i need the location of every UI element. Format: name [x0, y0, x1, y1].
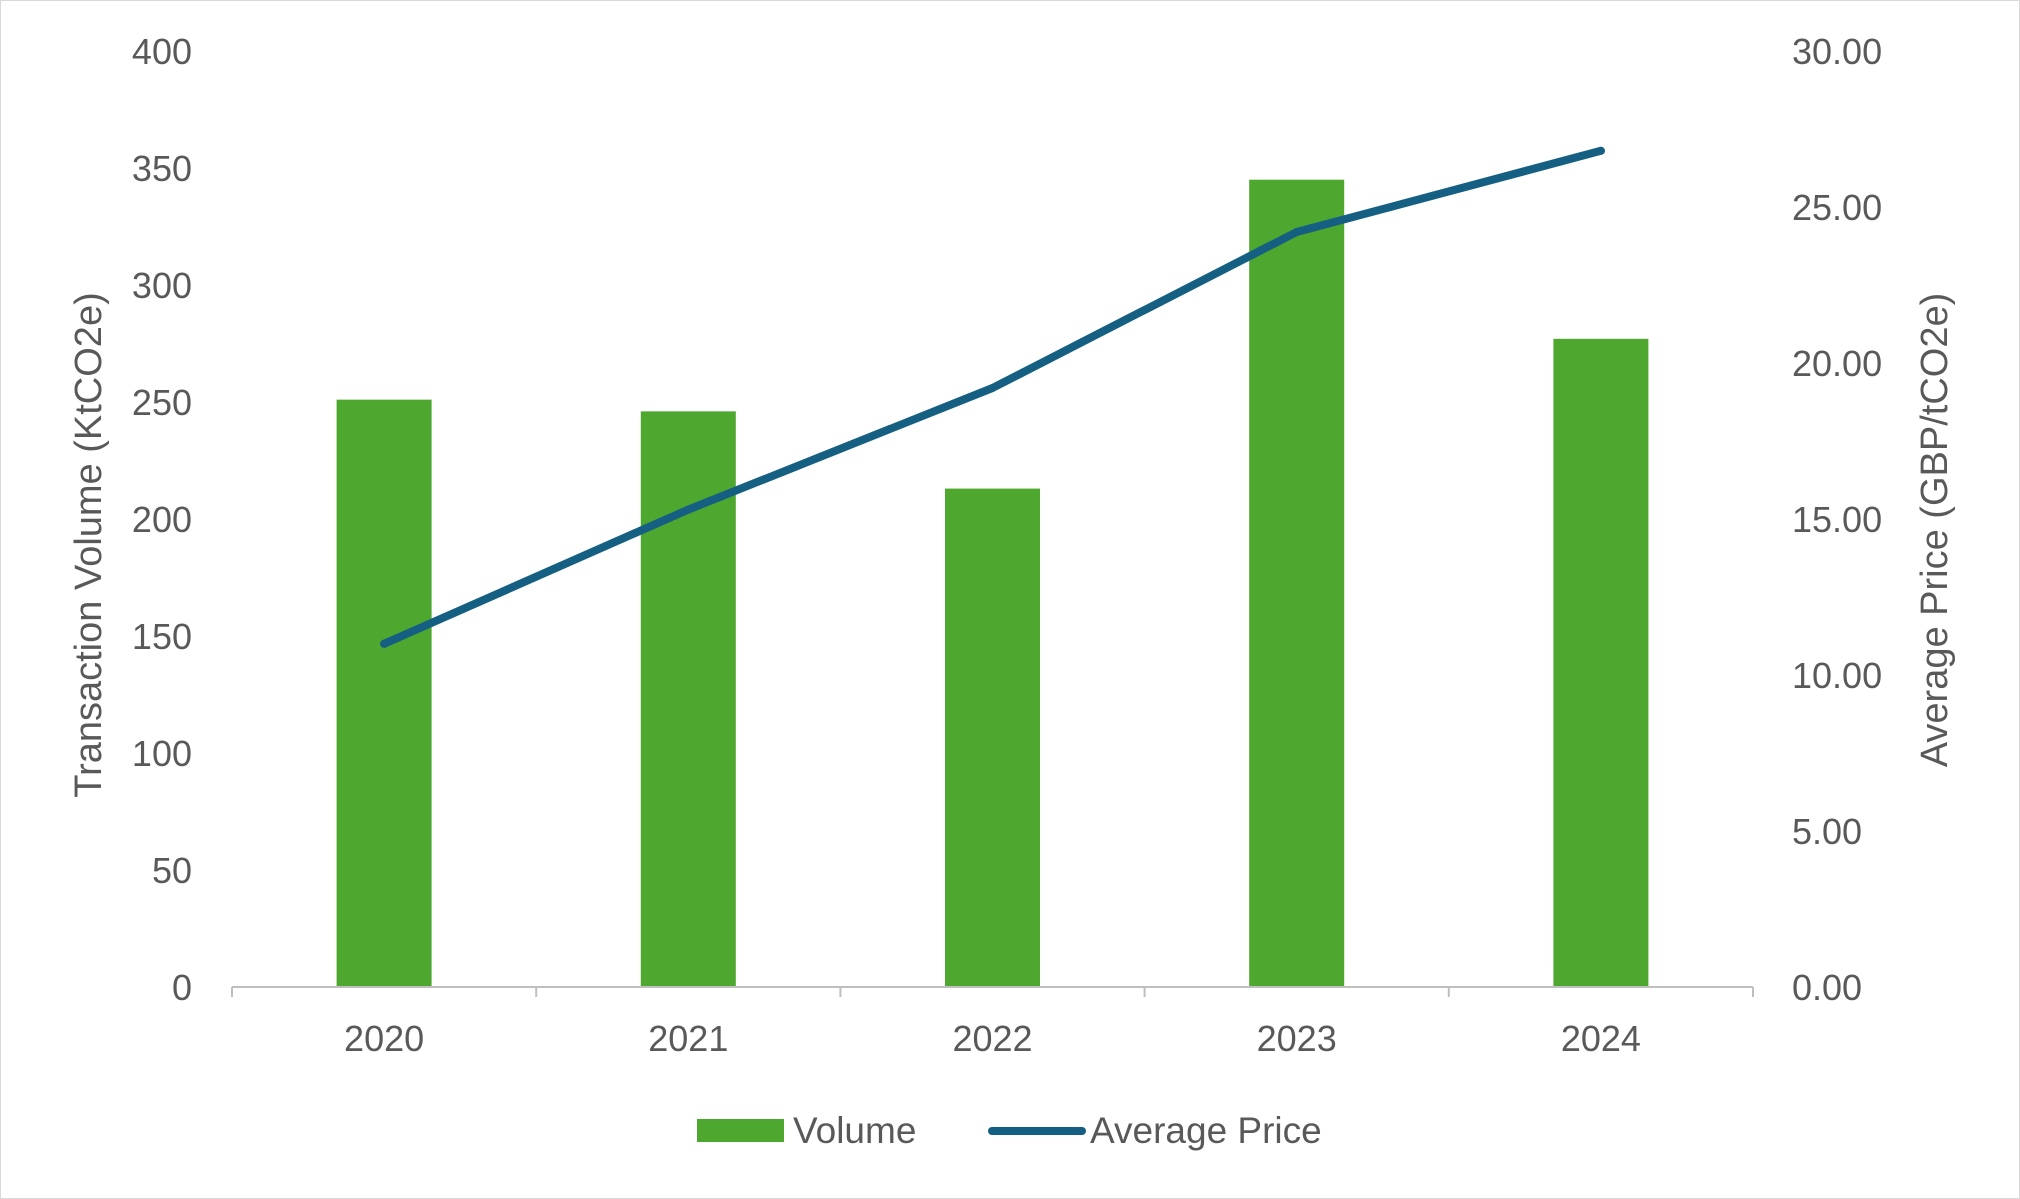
y-axis-left-title: Transaction Volume (KtCO2e)	[68, 292, 110, 797]
average-price-point-2022	[988, 383, 997, 392]
volume-bar-2024	[1553, 338, 1649, 987]
legend-label-volume: Volume	[793, 1110, 916, 1151]
y-left-tick-label: 250	[132, 382, 192, 423]
y-right-tick-label: 20.00	[1792, 343, 1882, 384]
x-tick-label-2023: 2023	[1257, 1018, 1337, 1059]
y-right-tick-label: 5.00	[1792, 811, 1862, 852]
volume-bars	[336, 179, 1649, 987]
x-tick-label-2024: 2024	[1561, 1018, 1641, 1059]
x-axis: 2020 2021 2022 2023 2024	[231, 986, 1754, 1059]
x-tick-label-2020: 2020	[344, 1018, 424, 1059]
average-price-point-2024	[1596, 146, 1605, 155]
y-axis-right-title: Average Price (GBP/tCO2e)	[1914, 293, 1956, 767]
y-right-tick-label: 0.00	[1792, 967, 1862, 1008]
x-tick-label-2022: 2022	[952, 1018, 1032, 1059]
y-left-tick-label: 400	[132, 31, 192, 72]
y-left-tick-label: 200	[132, 499, 192, 540]
average-price-point-2020	[380, 639, 389, 648]
volume-bar-2023	[1249, 179, 1345, 987]
y-axis-right-ticks: 0.00 5.00 10.00 15.00 20.00 25.00 30.00	[1792, 31, 1882, 1008]
legend-swatch-volume	[697, 1119, 784, 1142]
y-left-tick-label: 150	[132, 616, 192, 657]
volume-bar-2022	[945, 488, 1040, 987]
y-right-tick-label: 10.00	[1792, 655, 1882, 696]
volume-bar-2020	[336, 399, 432, 987]
legend: Volume Average Price	[697, 1110, 1322, 1151]
average-price-point-2023	[1292, 227, 1301, 236]
y-left-tick-label: 50	[152, 850, 192, 891]
y-right-tick-label: 15.00	[1792, 499, 1882, 540]
y-right-tick-label: 25.00	[1792, 187, 1882, 228]
y-left-tick-label: 300	[132, 265, 192, 306]
x-tick-label-2021: 2021	[648, 1018, 728, 1059]
legend-label-average-price: Average Price	[1090, 1110, 1322, 1151]
average-price-point-2021	[684, 505, 693, 514]
y-left-tick-label: 100	[132, 733, 192, 774]
y-axis-left-ticks: 0 50 100 150 200 250 300 350 400	[132, 31, 192, 1008]
y-left-tick-label: 350	[132, 148, 192, 189]
average-price-line-group	[380, 146, 1605, 648]
y-left-tick-label: 0	[172, 967, 192, 1008]
y-right-tick-label: 30.00	[1792, 31, 1882, 72]
